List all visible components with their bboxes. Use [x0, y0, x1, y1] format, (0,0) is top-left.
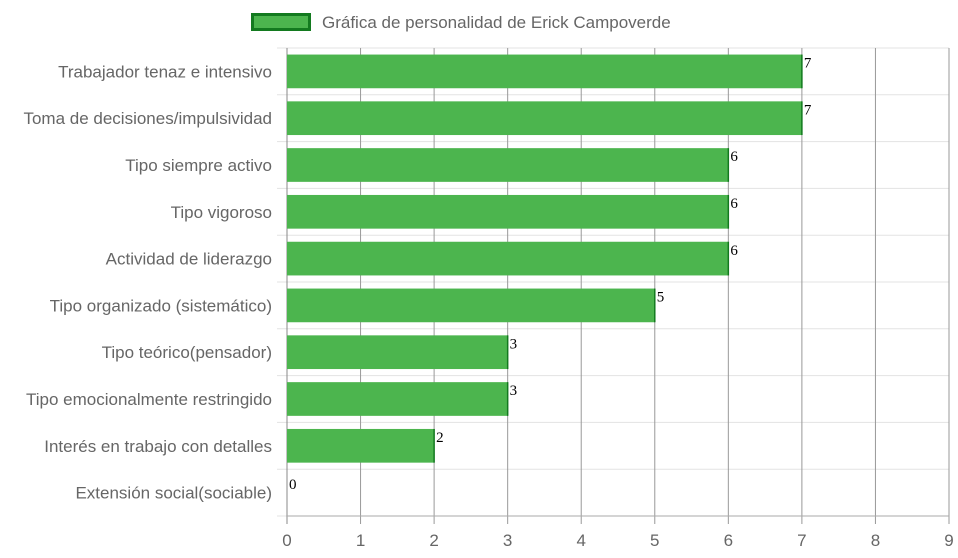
data-label: 3: [510, 383, 517, 399]
legend[interactable]: Gráfica de personalidad de Erick Campove…: [0, 12, 958, 34]
x-tick-label: 0: [282, 531, 291, 550]
x-tick-label: 4: [576, 531, 585, 550]
x-tick-label: 1: [356, 531, 365, 550]
category-label: Extensión social(sociable): [75, 484, 272, 503]
bar: [287, 335, 508, 370]
x-tick-label: 6: [724, 531, 733, 550]
x-tick-label: 9: [944, 531, 953, 550]
bar: [287, 194, 729, 229]
x-tick-label: 8: [871, 531, 880, 550]
bar: [287, 241, 729, 276]
category-label: Actividad de liderazgo: [106, 250, 272, 269]
category-label: Trabajador tenaz e intensivo: [58, 62, 272, 81]
x-tick-label: 5: [650, 531, 659, 550]
category-label: Tipo teórico(pensador): [102, 343, 272, 362]
data-label: 7: [804, 102, 812, 118]
bar: [287, 54, 802, 89]
category-label: Tipo siempre activo: [125, 156, 272, 175]
bar: [287, 101, 802, 136]
bar: [287, 148, 729, 182]
category-labels: Trabajador tenaz e intensivo Toma de deci…: [23, 62, 272, 502]
bar: [287, 428, 435, 463]
category-label: Tipo emocionalmente restringido: [26, 390, 272, 409]
category-label: Toma de decisiones/impulsividad: [23, 109, 272, 128]
bar: [287, 382, 508, 416]
legend-label: Gráfica de personalidad de Erick Campove…: [322, 13, 671, 32]
bars: [287, 54, 803, 463]
x-axis-ticks: 0 1 2 3 4 5 6 7 8 9: [282, 531, 953, 550]
horizontal-gridlines: [277, 47, 949, 517]
data-label: 0: [289, 477, 297, 493]
data-label: 5: [657, 290, 665, 306]
category-label: Tipo organizado (sistemático): [50, 296, 272, 315]
data-label: 6: [730, 243, 738, 259]
x-tick-label: 3: [503, 531, 512, 550]
category-label: Interés en trabajo con detalles: [44, 437, 272, 456]
data-labels: 7 7 6 6 6 5 3 3 2 0: [289, 56, 812, 493]
x-tick-label: 2: [429, 531, 438, 550]
bar: [287, 288, 655, 323]
x-tick-label: 7: [797, 531, 806, 550]
legend-swatch: [251, 13, 311, 31]
data-label: 6: [730, 149, 738, 165]
data-label: 6: [730, 196, 738, 212]
data-label: 7: [804, 56, 812, 72]
data-label: 2: [436, 430, 444, 446]
category-label: Tipo vigoroso: [171, 203, 272, 222]
data-label: 3: [510, 336, 517, 352]
